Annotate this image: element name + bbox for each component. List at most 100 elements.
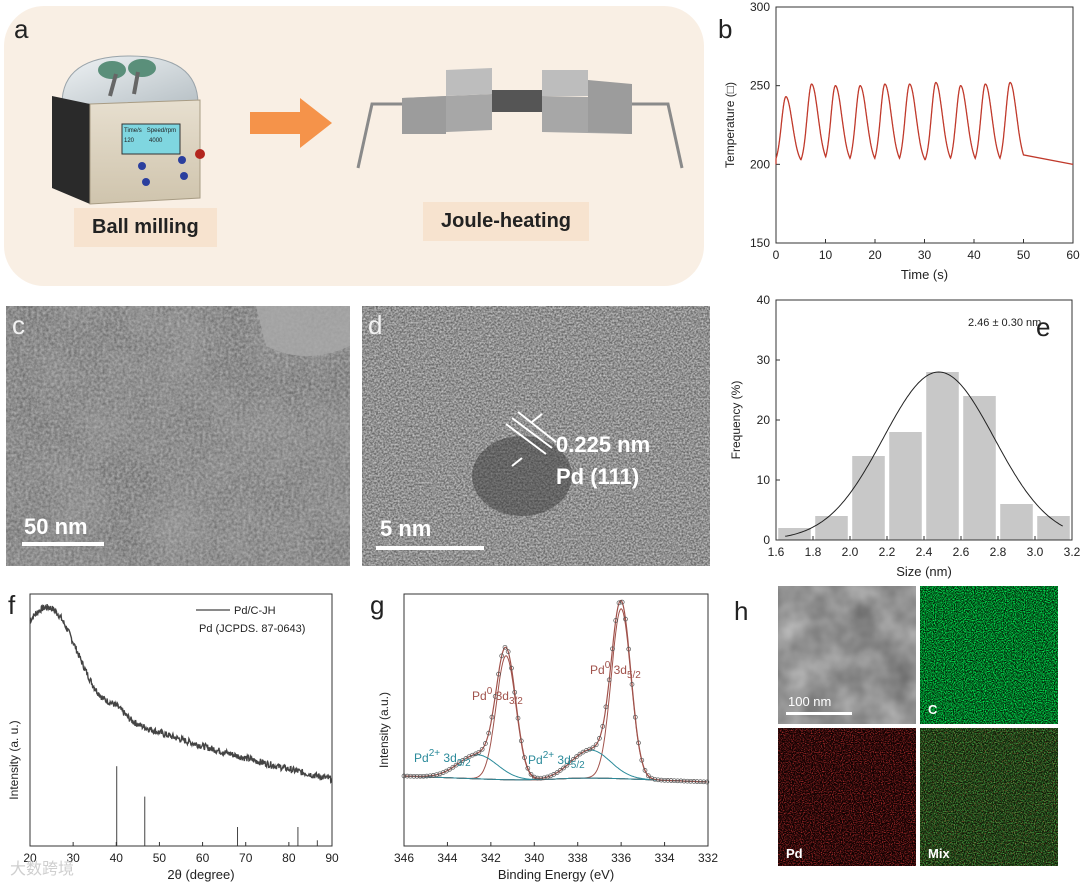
x-tick-label: 20 <box>868 248 882 262</box>
x-tick-label: 2.8 <box>990 545 1007 559</box>
x-tick-label: 30 <box>918 248 932 262</box>
haadf-image: 100 nm <box>778 586 916 724</box>
lattice-spacing-label: 0.225 nm <box>556 432 651 457</box>
xps-data-point <box>457 760 462 766</box>
histogram-bar <box>926 372 959 540</box>
x-tick-label: 2.0 <box>842 545 859 559</box>
xps-data-point <box>662 777 667 783</box>
xps-data-point <box>447 766 452 772</box>
xps-data-point <box>600 724 606 729</box>
x-tick-label: 2.6 <box>953 545 970 559</box>
x-axis-label: Size (nm) <box>896 564 952 579</box>
xps-data-point <box>665 778 671 783</box>
xps-chart: 346 344 342 340 338 336 334 332 Binding Energy (… <box>377 593 718 882</box>
x-tick-label: 20 <box>23 851 37 865</box>
x-axis-label: Time (s) <box>901 267 948 282</box>
temperature-series <box>775 81 1074 165</box>
xps-data-point <box>610 646 615 652</box>
y-tick-label: 300 <box>750 0 770 14</box>
xps-data-point <box>460 758 465 763</box>
histogram-bar <box>815 516 848 540</box>
y-axis-label: Temperature (□) <box>723 82 737 168</box>
ball-mill-illustration <box>52 55 205 205</box>
x-tick-label: 90 <box>325 851 339 865</box>
legend-reference: Pd (JCPDS. 87-0643) <box>199 623 305 635</box>
xps-data-point <box>411 773 417 779</box>
temperature-chart: 0 10 20 30 40 50 60 150 200 250 300 Time (s) Tempera… <box>723 0 1080 282</box>
xps-data-point <box>417 773 423 779</box>
hrtem-texture <box>362 306 710 566</box>
histogram-bar <box>1000 504 1033 540</box>
y-axis-label: Intensity (a.u.) <box>377 692 391 768</box>
panel-letter-h: h <box>734 596 749 626</box>
xps-data-point <box>541 775 547 781</box>
x-tick-label: 40 <box>110 851 124 865</box>
sem-texture <box>6 306 350 566</box>
y-tick-label: 200 <box>750 157 770 171</box>
y-tick-label: 0 <box>763 533 770 547</box>
scalebar-d <box>376 546 484 550</box>
xps-data-point <box>681 778 687 784</box>
xps-data-point <box>691 779 697 784</box>
x-tick-label: 1.6 <box>768 545 785 559</box>
palladium-map: Pd <box>778 728 916 866</box>
xps-data-point <box>512 689 518 695</box>
xps-data-point <box>522 755 527 760</box>
x-tick-label: 60 <box>196 851 210 865</box>
xps-data-point <box>427 773 433 779</box>
histogram-bar <box>889 432 922 540</box>
x-tick-label: 0 <box>773 248 780 262</box>
lattice-plane-label: Pd (111) <box>556 464 640 489</box>
xps-data-point <box>476 749 482 755</box>
mix-map: Mix <box>920 728 1058 866</box>
xps-data-point <box>525 765 531 771</box>
control-screen <box>121 123 181 155</box>
peak-label: Pd0 3d3/2 <box>472 686 523 707</box>
xps-data-point <box>535 775 540 781</box>
xps-data-point <box>483 741 488 746</box>
xps-data-point <box>486 730 492 736</box>
xps-data-point <box>509 665 514 671</box>
x-tick-label: 344 <box>437 851 457 865</box>
xps-data-point <box>518 738 524 744</box>
panel-letter-b: b <box>718 14 733 44</box>
scalebar-h <box>786 712 852 715</box>
xps-data-point <box>652 776 658 782</box>
x-tick-label: 338 <box>568 851 588 865</box>
xps-data-point <box>593 742 599 748</box>
x-tick-label: 50 <box>1017 248 1031 262</box>
joule-heating-label: Joule-heating <box>423 202 590 241</box>
xps-data-point <box>678 778 684 784</box>
xps-data-point <box>479 746 485 752</box>
peak-label: Pd2+ 3d3/2 <box>414 748 471 769</box>
x-tick-label: 334 <box>655 851 675 865</box>
xps-data-point <box>531 774 537 780</box>
screen-text-2: 120 4000 <box>124 138 163 144</box>
xps-data-point <box>629 682 635 687</box>
size-annotation: 2.46 ± 0.30 nm <box>968 317 1041 329</box>
x-tick-label: 1.8 <box>805 545 822 559</box>
xps-data-point <box>603 704 609 710</box>
x-tick-label: 60 <box>1066 248 1080 262</box>
xps-data-point <box>623 616 628 622</box>
y-tick-label: 10 <box>757 473 771 487</box>
x-axis-label: 2θ (degree) <box>167 867 234 882</box>
panel-letter-d: d <box>368 310 383 340</box>
x-tick-label: 2.4 <box>916 545 933 559</box>
xps-data-point <box>502 644 508 650</box>
y-axis-label: Intensity (a. u.) <box>7 720 21 799</box>
xps-data-point <box>499 653 505 659</box>
y-tick-label: 40 <box>757 293 771 307</box>
joule-heating-illustration <box>356 68 684 169</box>
xps-data-point <box>557 768 563 773</box>
scalebar-c <box>22 542 104 546</box>
legend-entry: Pd/C-JH <box>234 605 276 617</box>
x-tick-label: 3.2 <box>1064 545 1080 559</box>
xps-data-point <box>567 760 573 765</box>
xps-data-point <box>434 772 439 778</box>
xps-data-point <box>554 770 560 775</box>
xps-data-point <box>668 778 674 783</box>
map-label-mix: Mix <box>928 846 950 861</box>
y-axis-label: Frequency (%) <box>729 381 743 460</box>
xps-data-point <box>450 764 456 770</box>
